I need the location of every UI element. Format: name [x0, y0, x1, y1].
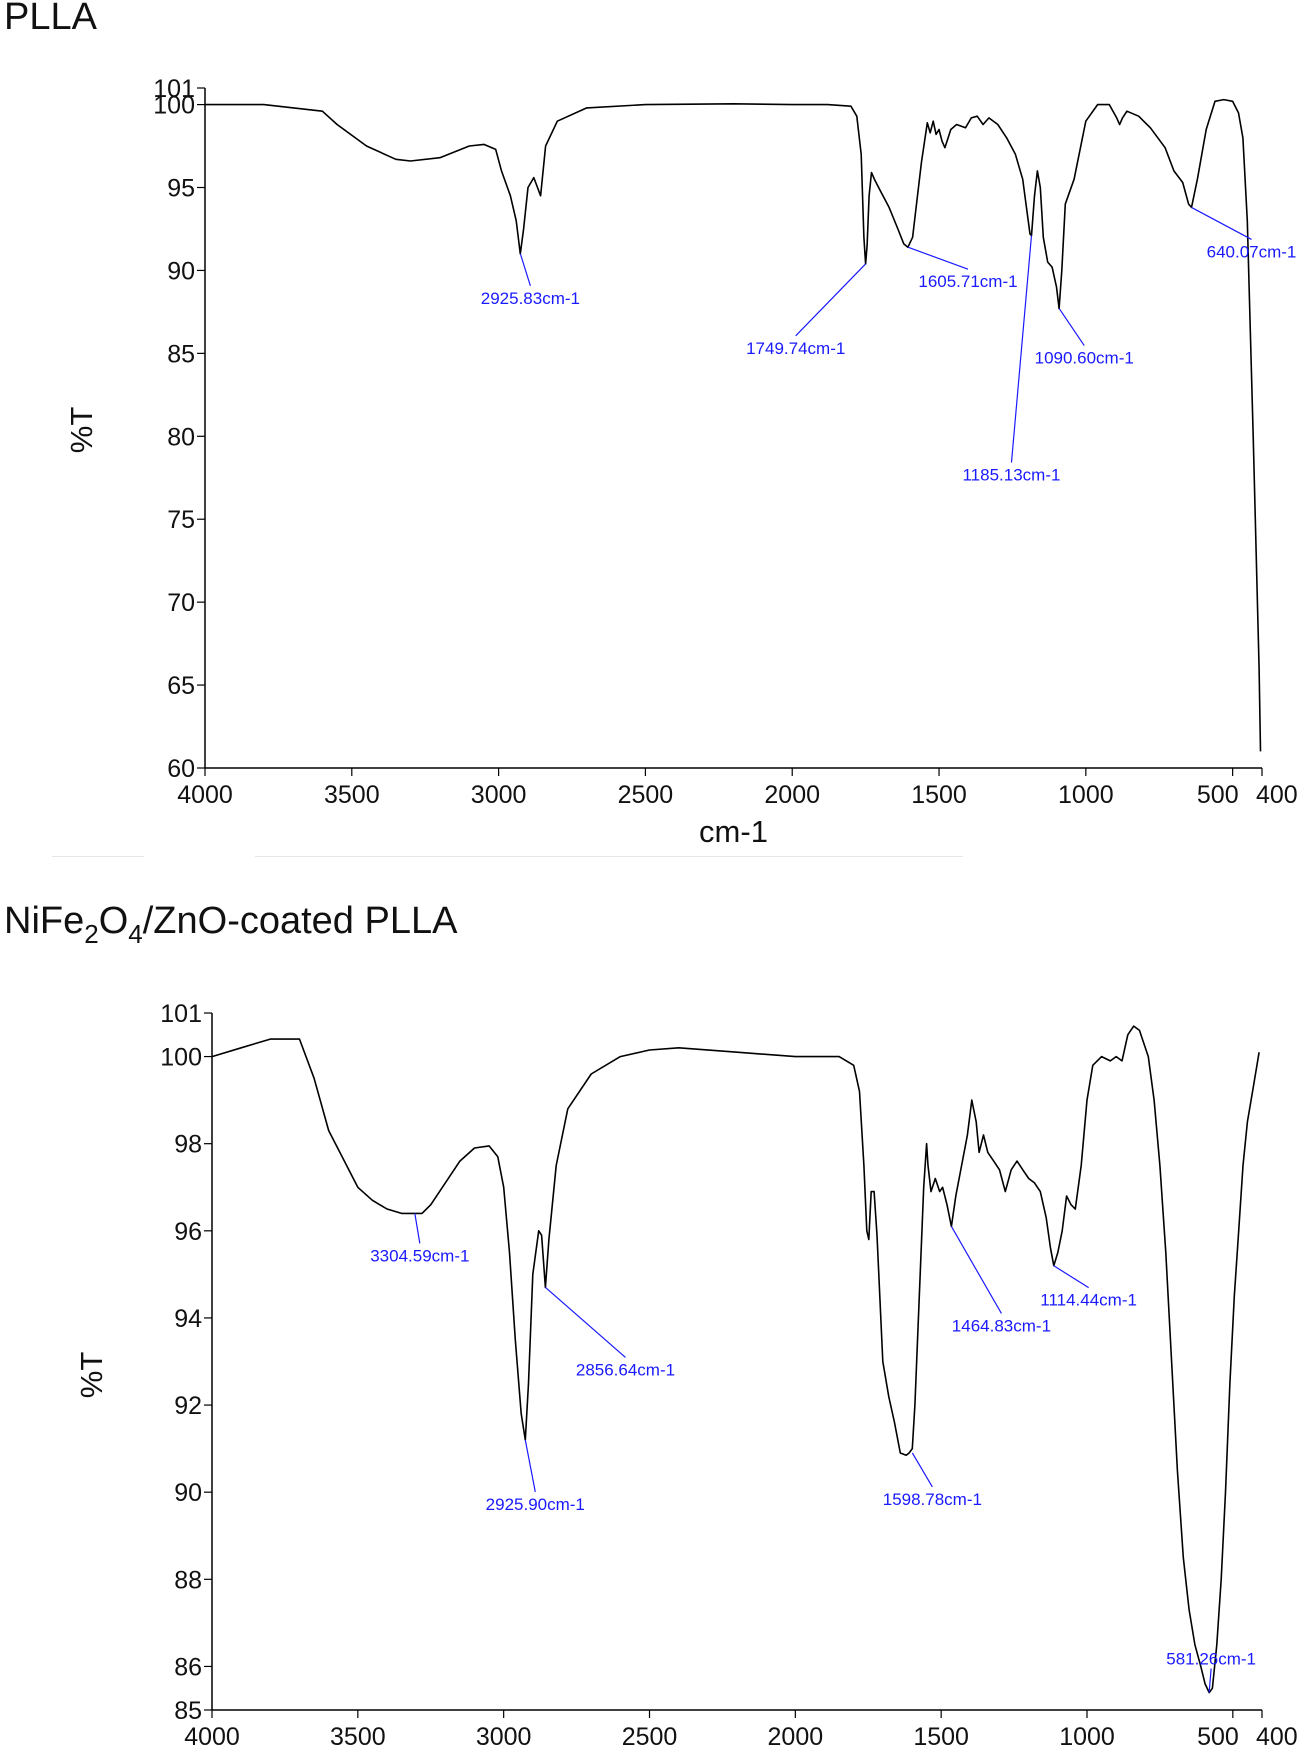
title-part-o: O [98, 900, 129, 942]
y-tick-label: 86 [174, 1653, 202, 1681]
peak-leader-line [545, 1286, 626, 1358]
y-tick-label: 88 [174, 1566, 202, 1594]
peak-leader-line [1010, 235, 1033, 463]
top-panel-title: PLLA [4, 0, 97, 38]
peak-label: 1114.44cm-1 [1040, 1291, 1137, 1310]
spectrum-line [205, 98, 1262, 752]
title-part-zno-coated-plla: /ZnO-coated PLLA [142, 900, 458, 942]
y-tick-label: 90 [174, 1479, 202, 1507]
x-tick-label: 400 [1256, 1723, 1298, 1751]
x-tick-label: 500 [1197, 1723, 1239, 1751]
peak-label: 2925.83cm-1 [481, 289, 580, 308]
y-tick-label: 101 [160, 1000, 202, 1028]
x-tick-label: 3000 [471, 781, 527, 809]
y-tick-label: 94 [174, 1305, 202, 1333]
peak-label: 1749.74cm-1 [746, 339, 845, 358]
peak-label: 1605.71cm-1 [918, 272, 1017, 291]
separator-line-right [255, 856, 963, 857]
peak-leader-line [1053, 1265, 1089, 1289]
x-tick-label: 1500 [911, 781, 967, 809]
x-tick-label: 2000 [768, 1723, 824, 1751]
y-tick-label: 85 [174, 1697, 202, 1725]
peak-label: 640.07cm-1 [1207, 242, 1297, 261]
y-tick-label: 100 [153, 92, 195, 120]
peak-leader-line [414, 1213, 421, 1244]
peak-leader-line [1208, 1668, 1212, 1693]
x-axis-label: cm-1 [699, 814, 768, 849]
x-tick-label: 3000 [476, 1723, 532, 1751]
y-tick-label: 96 [174, 1218, 202, 1246]
y-tick-label: 98 [174, 1131, 202, 1159]
peak-leader-line [1191, 206, 1252, 240]
x-tick-label: 3500 [330, 1723, 386, 1751]
peak-leader-line [519, 253, 531, 287]
y-tick-label: 92 [174, 1392, 202, 1420]
peak-label: 1598.78cm-1 [883, 1490, 982, 1509]
x-tick-label: 1000 [1059, 1723, 1115, 1751]
title-part-nife: NiFe [4, 900, 85, 942]
y-tick-label: 90 [167, 257, 195, 285]
x-tick-label: 1500 [913, 1723, 969, 1751]
peak-leader-line [907, 246, 969, 270]
x-tick-label: 500 [1197, 781, 1239, 809]
peak-leader-line [524, 1439, 536, 1493]
title-subscript-4: 4 [128, 919, 143, 949]
peak-label: 581.26cm-1 [1166, 1650, 1256, 1669]
x-tick-label: 2500 [618, 781, 674, 809]
x-tick-label: 3500 [324, 781, 380, 809]
peak-label: 2925.90cm-1 [486, 1495, 585, 1514]
peak-label: 1185.13cm-1 [962, 466, 1060, 485]
spectrum-line [211, 1025, 1260, 1694]
peak-label: 2856.64cm-1 [576, 1360, 675, 1379]
separator-line-left [52, 856, 144, 857]
y-tick-label: 70 [167, 589, 195, 617]
x-tick-label: 2000 [764, 781, 820, 809]
x-tick-label: 4000 [177, 781, 233, 809]
peak-leader-line [795, 263, 867, 337]
x-tick-label: 2500 [622, 1723, 678, 1751]
peak-leader-line [1058, 308, 1085, 346]
y-tick-label: 75 [167, 506, 195, 534]
title-subscript-2: 2 [84, 919, 99, 949]
peak-leader-line [911, 1452, 933, 1488]
y-axis-label: %T [64, 407, 99, 454]
y-tick-label: 85 [167, 340, 195, 368]
y-tick-label: 65 [167, 672, 195, 700]
bottom-panel-title: NiFe2O4/ZnO-coated PLLA [4, 900, 457, 950]
peak-label: 1090.60cm-1 [1035, 349, 1134, 368]
x-tick-label: 1000 [1058, 781, 1114, 809]
y-tick-label: 60 [167, 755, 195, 783]
y-tick-label: 80 [167, 423, 195, 451]
y-tick-label: 101 [153, 75, 195, 103]
x-tick-label: 400 [1256, 781, 1298, 809]
peak-label: 1464.83cm-1 [952, 1316, 1051, 1335]
y-tick-label: 95 [167, 175, 195, 203]
y-tick-label: 100 [160, 1044, 202, 1072]
x-tick-label: 4000 [184, 1723, 240, 1751]
peak-leader-line [950, 1226, 1002, 1314]
y-axis-label: %T [74, 1352, 109, 1399]
peak-label: 3304.59cm-1 [370, 1246, 469, 1265]
